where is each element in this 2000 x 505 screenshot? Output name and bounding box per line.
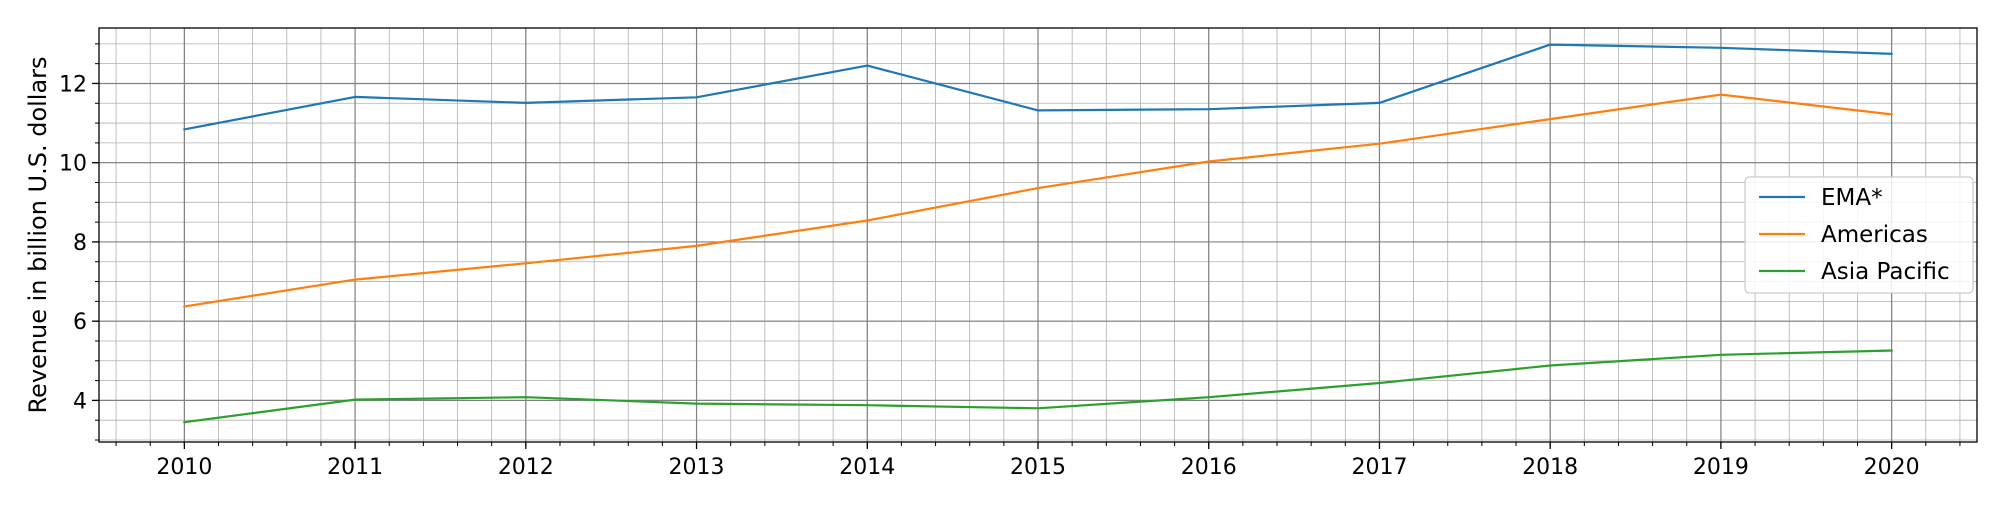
series-line-ema — [183, 43, 1893, 131]
series-line-americas — [183, 93, 1893, 308]
grid — [99, 28, 1977, 442]
x-tick-label: 2020 — [1864, 455, 1920, 480]
legend: EMA* Americas Asia Pacific — [1744, 176, 1974, 294]
x-tick-label: 2010 — [156, 455, 212, 480]
y-tick-label: 8 — [73, 231, 87, 256]
axis-ticks — [92, 43, 1961, 449]
y-tick-label: 10 — [59, 152, 87, 177]
series-line-asia-pacific — [183, 349, 1893, 424]
x-tick-labels: 2010 2011 2012 2013 2014 2015 2016 2017 2018 2019… — [156, 455, 1919, 480]
y-axis-label: Revenue in billion U.S. dollars — [24, 56, 52, 413]
x-tick-label: 2018 — [1522, 455, 1578, 480]
x-tick-label: 2015 — [1010, 455, 1066, 480]
legend-label: Americas — [1821, 222, 1928, 248]
y-tick-label: 6 — [73, 310, 87, 335]
x-tick-label: 2013 — [669, 455, 725, 480]
legend-label: Asia Pacific — [1821, 259, 1950, 285]
legend-box — [1744, 176, 1974, 294]
x-tick-label: 2012 — [498, 455, 554, 480]
x-tick-label: 2014 — [839, 455, 895, 480]
y-tick-labels: 4 6 8 10 12 — [59, 72, 87, 414]
legend-label: EMA* — [1821, 185, 1883, 211]
y-tick-label: 12 — [59, 72, 87, 97]
x-tick-label: 2017 — [1351, 455, 1407, 480]
series-lines — [183, 43, 1893, 424]
y-tick-label: 4 — [73, 389, 87, 414]
x-tick-label: 2019 — [1693, 455, 1749, 480]
x-tick-label: 2016 — [1181, 455, 1237, 480]
x-tick-label: 2011 — [327, 455, 383, 480]
